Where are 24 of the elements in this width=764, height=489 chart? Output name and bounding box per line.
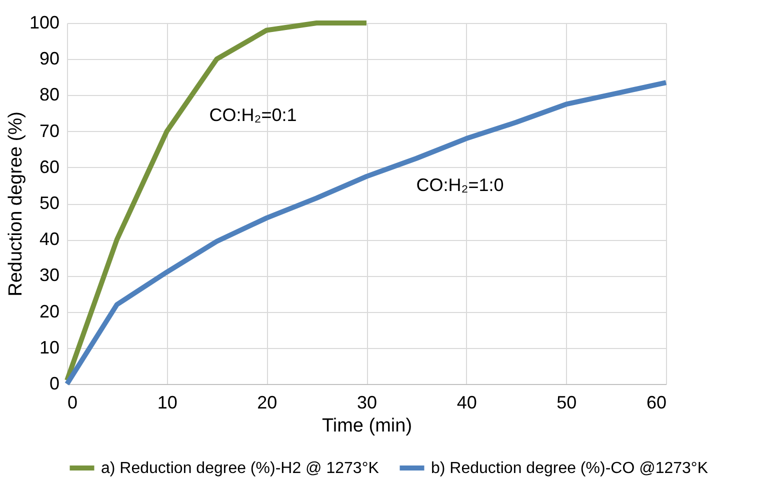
y-tick-label: 10 (39, 337, 60, 358)
y-tick-label: 60 (39, 156, 60, 177)
y-tick-label: 80 (39, 84, 60, 105)
y-tick-label: 20 (39, 301, 60, 322)
y-tick-label: 40 (39, 229, 60, 250)
y-tick-label: 70 (39, 120, 60, 141)
annotation: CO:H₂=0:1 (209, 105, 297, 125)
x-axis-title: Time (min) (322, 416, 412, 436)
y-tick-label: 50 (39, 193, 60, 213)
annotation: CO:H₂=1:0 (416, 175, 504, 195)
x-tick-label: 10 (157, 392, 178, 412)
x-tick-label: 50 (556, 392, 577, 412)
legend-label: b) Reduction degree (%)-CO @1273°K (431, 460, 708, 477)
x-tick-label: 60 (646, 392, 666, 412)
x-tick-label: 40 (456, 392, 477, 412)
y-tick-label: 0 (49, 374, 60, 394)
y-tick-label: 30 (39, 265, 60, 286)
y-axis-title: Reduction degree (%) (5, 112, 26, 296)
x-tick-label: 30 (356, 392, 378, 412)
y-tick-label: 90 (39, 48, 60, 69)
legend-label: a) Reduction degree (%)-H2 @ 1273°K (101, 460, 380, 477)
x-tick-label: 0 (68, 392, 78, 412)
x-tick-label: 20 (257, 392, 278, 412)
y-tick-label: 100 (29, 12, 60, 32)
